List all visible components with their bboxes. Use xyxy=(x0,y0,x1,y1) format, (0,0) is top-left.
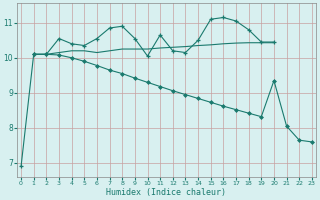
X-axis label: Humidex (Indice chaleur): Humidex (Indice chaleur) xyxy=(107,188,227,197)
